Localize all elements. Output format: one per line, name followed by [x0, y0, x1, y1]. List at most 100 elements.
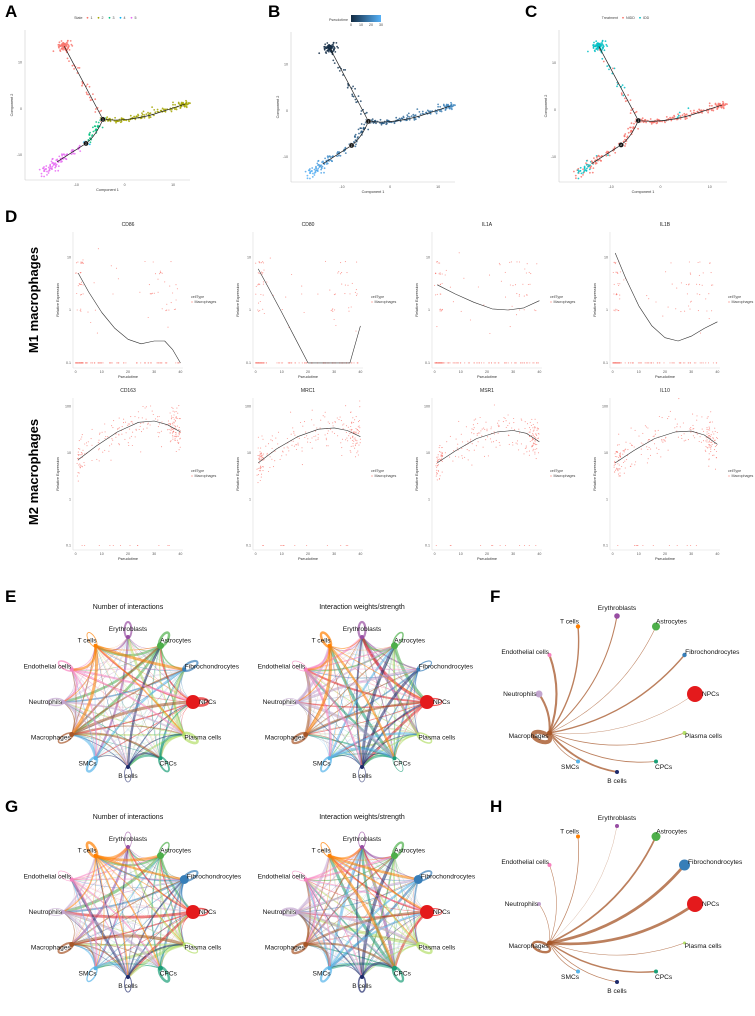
data-point	[259, 453, 261, 455]
data-point	[573, 170, 575, 173]
data-point	[437, 465, 439, 467]
data-point	[582, 174, 584, 176]
data-point	[707, 362, 710, 364]
data-point	[71, 64, 74, 67]
data-point	[99, 362, 101, 364]
data-point	[77, 285, 79, 287]
data-point	[677, 436, 679, 438]
data-point	[92, 130, 95, 133]
data-point	[662, 441, 664, 443]
edges	[281, 620, 443, 783]
data-point	[263, 312, 265, 315]
data-point	[354, 133, 357, 136]
data-point	[472, 424, 474, 426]
data-point	[75, 262, 78, 264]
data-point	[438, 362, 440, 364]
y-axis-label: Component 2	[10, 94, 14, 117]
data-point	[601, 39, 604, 42]
data-point	[607, 154, 609, 157]
data-point	[512, 441, 514, 444]
y-axis-label: Component 2	[544, 95, 548, 118]
data-point	[629, 362, 632, 364]
data-point	[332, 59, 335, 62]
cell-type-label: Neutrophils	[263, 909, 297, 916]
interaction-edge	[95, 645, 161, 759]
cell-type-label: Macrophages	[265, 945, 306, 952]
data-point	[337, 435, 339, 437]
data-point	[595, 155, 598, 157]
panel-label-e: E	[5, 587, 16, 606]
data-point	[304, 436, 306, 439]
x-tick-label: 20	[306, 370, 310, 374]
data-point	[441, 282, 443, 285]
data-point	[282, 450, 284, 452]
data-point	[536, 422, 538, 424]
data-point	[282, 362, 284, 364]
interaction-edge	[305, 645, 395, 735]
y-axis-label: Relative Expression	[415, 283, 419, 317]
data-point	[527, 362, 529, 364]
data-point	[532, 427, 534, 429]
data-point	[80, 262, 82, 264]
data-point	[156, 362, 158, 364]
data-point	[287, 447, 289, 449]
data-point	[690, 429, 692, 431]
data-point	[622, 450, 624, 452]
data-point	[53, 163, 56, 166]
data-point	[523, 362, 525, 364]
data-point	[267, 443, 270, 445]
data-point	[400, 117, 403, 120]
data-point	[329, 156, 332, 159]
interaction-edge	[71, 669, 185, 679]
data-point	[262, 438, 264, 440]
data-point	[476, 362, 478, 364]
data-point	[148, 284, 150, 286]
interaction-edge	[296, 855, 331, 913]
y-tick-label: 100	[245, 404, 251, 408]
data-point	[82, 261, 84, 263]
data-point	[526, 294, 528, 296]
interaction-edge	[549, 942, 579, 972]
data-point	[523, 453, 525, 455]
data-point	[301, 285, 303, 287]
data-point	[491, 544, 493, 547]
data-point	[178, 405, 180, 407]
data-point	[174, 427, 176, 429]
data-point	[269, 257, 271, 259]
data-point	[151, 106, 154, 108]
data-point	[713, 449, 716, 451]
data-point	[172, 416, 174, 419]
data-point	[457, 362, 459, 364]
data-point	[302, 425, 304, 427]
data-point	[63, 43, 66, 46]
data-point	[355, 289, 357, 291]
data-point	[686, 293, 688, 295]
data-point	[487, 436, 489, 438]
interaction-edge	[71, 879, 185, 945]
data-point	[617, 272, 619, 274]
data-point	[473, 449, 475, 451]
cell-type-label: Fibrochondrocytes	[688, 859, 743, 866]
interaction-edge	[126, 645, 162, 768]
data-point	[676, 287, 678, 289]
data-point	[258, 458, 260, 460]
interaction-edge	[62, 701, 185, 736]
data-point	[619, 298, 621, 300]
data-point	[679, 115, 682, 117]
data-point	[311, 170, 313, 172]
data-point	[306, 544, 308, 547]
data-point	[461, 447, 463, 450]
data-point	[159, 423, 161, 425]
legend-swatch	[97, 16, 100, 19]
data-point	[76, 462, 78, 464]
colorbar-tick-label: 30	[379, 23, 383, 27]
self-loop	[530, 729, 553, 745]
data-point	[511, 427, 513, 429]
data-point	[708, 102, 711, 105]
x-tick-label: 10	[436, 185, 440, 189]
data-point	[490, 362, 493, 364]
data-point	[111, 362, 113, 364]
data-point	[461, 455, 463, 457]
interaction-edge	[305, 669, 428, 703]
data-point	[293, 445, 295, 447]
